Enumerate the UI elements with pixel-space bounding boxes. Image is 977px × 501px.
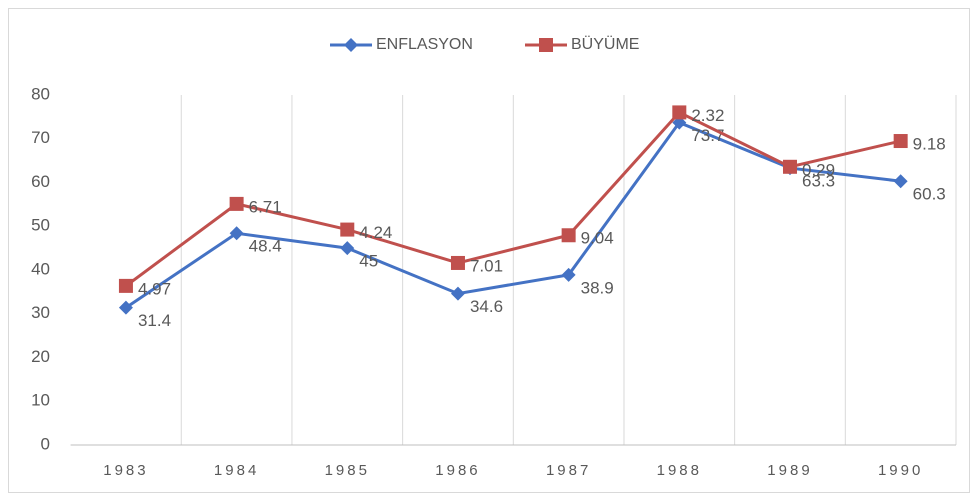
data-label: 38.9	[581, 278, 614, 297]
data-label: 9.18	[913, 135, 946, 154]
marker	[893, 134, 908, 149]
data-label: 7.01	[470, 256, 503, 275]
series-line	[125, 120, 901, 309]
marker	[340, 222, 355, 237]
marker	[450, 286, 465, 301]
y-tick-label: 80	[31, 84, 50, 103]
marker	[782, 159, 797, 174]
marker	[561, 267, 576, 282]
data-label: 4.97	[138, 279, 171, 298]
x-tick-label: 1988	[657, 462, 702, 479]
data-label: 31.4	[138, 311, 171, 330]
x-tick-label: 1985	[325, 462, 370, 479]
data-label: 73.7	[691, 126, 724, 145]
x-tick-label: 1987	[546, 462, 591, 479]
y-tick-label: 10	[31, 391, 50, 410]
data-label: 0.29	[802, 160, 835, 179]
data-label: 60.3	[913, 185, 946, 204]
marker	[539, 38, 553, 52]
y-tick-label: 40	[31, 259, 50, 278]
y-tick-label: 0	[41, 434, 50, 453]
y-tick-label: 20	[31, 347, 50, 366]
y-tick-label: 70	[31, 128, 50, 147]
y-tick-label: 50	[31, 216, 50, 235]
x-tick-label: 1990	[878, 462, 923, 479]
marker	[450, 255, 465, 270]
y-tick-label: 60	[31, 172, 50, 191]
data-label: 63.3	[802, 172, 835, 191]
data-label: 6.71	[249, 197, 282, 216]
marker	[561, 228, 576, 243]
data-label: 34.6	[470, 297, 503, 316]
marker	[672, 105, 687, 120]
y-tick-label: 30	[31, 303, 50, 322]
series-line	[125, 110, 902, 288]
data-label: 48.4	[249, 237, 282, 256]
data-label: 2.32	[691, 106, 724, 125]
marker	[893, 174, 908, 189]
x-tick-label: 1983	[103, 462, 148, 479]
x-tick-label: 1986	[435, 462, 480, 479]
data-label: 9.04	[581, 229, 614, 248]
data-label: 4.24	[359, 223, 392, 242]
x-tick-label: 1984	[214, 462, 259, 479]
data-label: 45	[359, 252, 378, 271]
marker	[229, 196, 244, 211]
marker	[118, 278, 133, 293]
marker	[340, 241, 355, 256]
marker	[229, 226, 244, 241]
chart-border	[8, 8, 970, 493]
legend-label: ENFLASYON	[376, 36, 473, 53]
marker	[344, 38, 358, 52]
marker	[118, 300, 133, 315]
legend-label: BÜYÜME	[571, 35, 639, 53]
x-tick-label: 1989	[767, 462, 812, 479]
